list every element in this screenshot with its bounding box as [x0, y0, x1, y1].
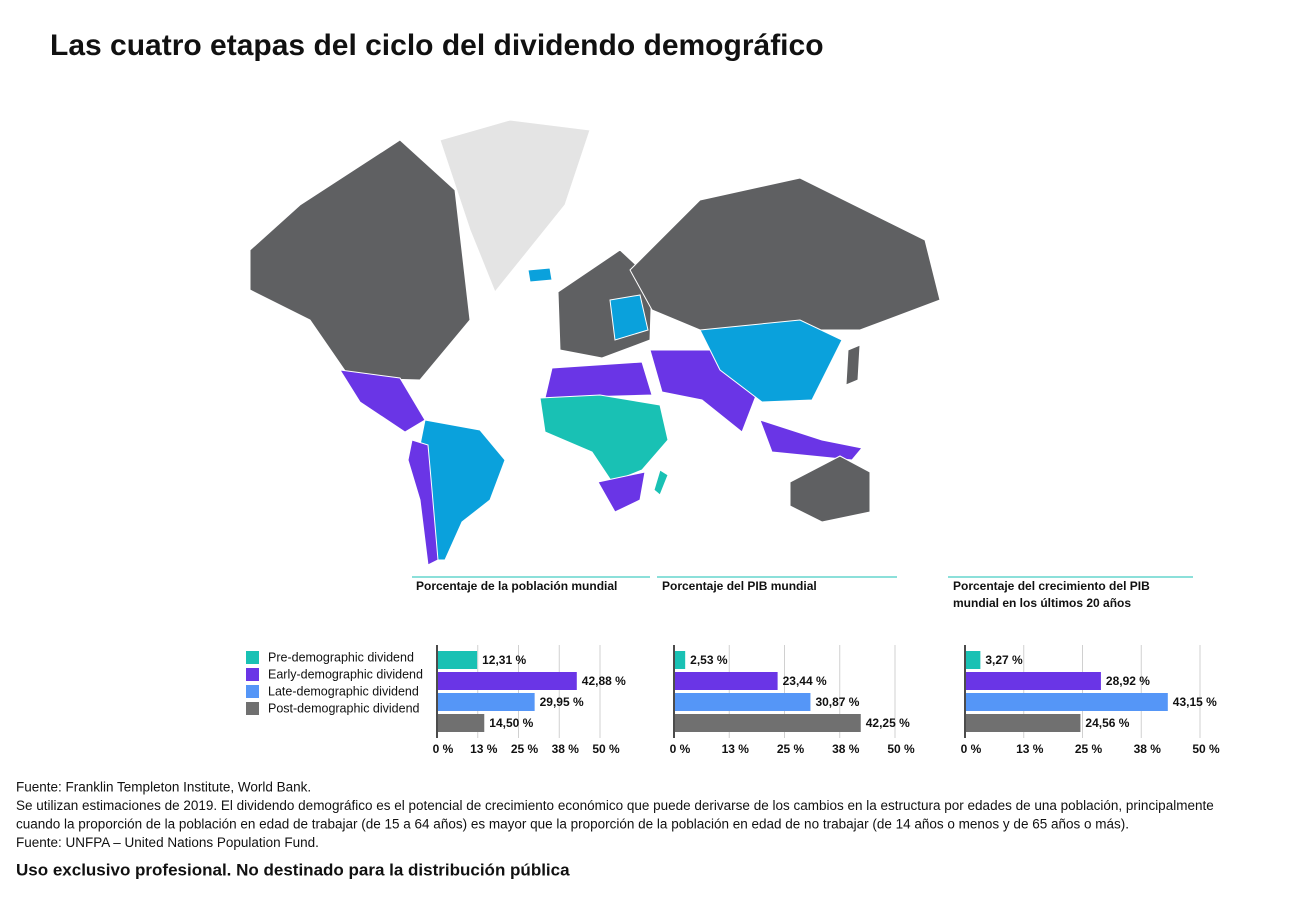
bar: [966, 714, 1081, 732]
bar: [966, 693, 1168, 711]
legend-label: Pre-demographic dividend: [268, 650, 414, 664]
region: [249, 139, 471, 381]
value-label: 3,27 %: [985, 653, 1023, 667]
bar-charts: Porcentaje de la población mundial 0 % 13 …: [412, 576, 1220, 756]
region: [597, 471, 646, 513]
note: Se utilizan estimaciones de 2019. El div…: [16, 798, 1214, 813]
x-tick-label: 38 %: [1134, 742, 1162, 756]
x-tick-label: 0 %: [670, 742, 691, 756]
region: [759, 419, 863, 461]
region: [789, 455, 871, 523]
region: [527, 267, 553, 283]
x-tick-label: 13 %: [1016, 742, 1044, 756]
value-label: 28,92 %: [1106, 674, 1150, 688]
region: [407, 439, 439, 566]
region: [339, 369, 426, 433]
value-label: 42,25 %: [866, 716, 910, 730]
bar: [675, 672, 778, 690]
legend-label: Early-demographic dividend: [268, 667, 423, 681]
x-tick-label: 25 %: [1075, 742, 1103, 756]
region: [653, 469, 669, 496]
x-tick-label: 0 %: [433, 742, 454, 756]
region: [845, 344, 861, 386]
region: [609, 294, 649, 341]
x-tick-label: 0 %: [961, 742, 982, 756]
x-tick-label: 13 %: [470, 742, 498, 756]
note: Fuente: UNFPA – United Nations Populatio…: [16, 835, 319, 850]
chart-title: Porcentaje de la población mundial: [416, 579, 617, 593]
x-tick-label: 50 %: [1192, 742, 1220, 756]
bar: [675, 693, 811, 711]
bar: [966, 651, 981, 669]
region: [544, 361, 653, 399]
legend-label: Post-demographic dividend: [268, 701, 420, 715]
bar: [675, 714, 861, 732]
note: cuando la proporción de la población en …: [16, 817, 1129, 832]
legend-swatch: [246, 668, 259, 681]
value-label: 29,95 %: [540, 695, 584, 709]
chart-title: Porcentaje del PIB mundial: [662, 579, 817, 593]
x-tick-label: 50 %: [887, 742, 915, 756]
region: [539, 394, 669, 483]
x-tick-label: 25 %: [777, 742, 805, 756]
notes: Fuente: Franklin Templeton Institute, Wo…: [16, 780, 1214, 851]
legend-swatch: [246, 702, 259, 715]
x-tick-label: 38 %: [552, 742, 580, 756]
legend-label: Late-demographic dividend: [268, 684, 419, 698]
x-tick-label: 13 %: [722, 742, 750, 756]
x-tick-label: 38 %: [832, 742, 860, 756]
bar: [438, 693, 535, 711]
x-tick-label: 25 %: [511, 742, 539, 756]
value-label: 14,50 %: [489, 716, 533, 730]
bar: [438, 651, 478, 669]
value-label: 23,44 %: [783, 674, 827, 688]
legend-swatch: [246, 651, 259, 664]
bar: [675, 651, 686, 669]
legend: Pre-demographic dividend Early-demographi…: [246, 650, 423, 715]
note: Fuente: Franklin Templeton Institute, Wo…: [16, 780, 311, 795]
bar: [966, 672, 1101, 690]
x-tick-label: 50 %: [592, 742, 620, 756]
region: [629, 177, 941, 331]
world-map: [249, 119, 941, 566]
footer: Uso exclusivo profesional. No destinado …: [16, 860, 570, 879]
value-label: 43,15 %: [1173, 695, 1217, 709]
value-label: 42,88 %: [582, 674, 626, 688]
value-label: 12,31 %: [482, 653, 526, 667]
value-label: 24,56 %: [1085, 716, 1129, 730]
chart-title: Porcentaje del crecimiento del PIB: [953, 579, 1150, 593]
region: [439, 119, 591, 293]
bar: [438, 714, 485, 732]
value-label: 2,53 %: [690, 653, 728, 667]
legend-swatch: [246, 685, 259, 698]
value-label: 30,87 %: [815, 695, 859, 709]
chart-title: mundial en los últimos 20 años: [953, 596, 1131, 610]
region: [699, 319, 843, 403]
page-title: Las cuatro etapas del ciclo del dividend…: [50, 29, 824, 62]
bar: [438, 672, 577, 690]
